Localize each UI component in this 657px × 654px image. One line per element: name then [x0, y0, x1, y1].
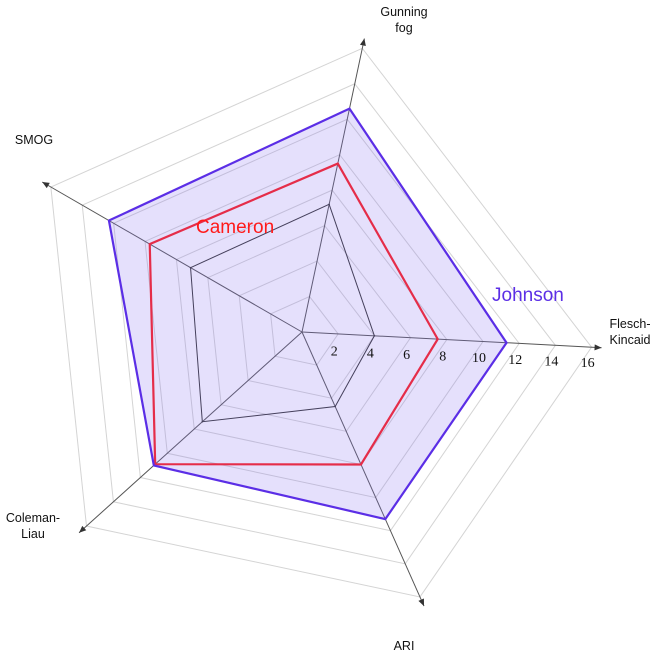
axis-arrow-1 [359, 38, 366, 47]
series-0-point-3 [201, 420, 204, 423]
axis-label-1-line-1: fog [395, 21, 412, 35]
series-polygon-1 [148, 162, 440, 466]
axes [41, 38, 602, 607]
axis-label-4: ARI [394, 639, 415, 653]
series-0-point-4 [334, 405, 336, 408]
axis-label-4-line-0: ARI [394, 639, 415, 653]
axis-label-3-line-0: Coleman- [6, 511, 60, 525]
series-2-point-0 [505, 341, 508, 344]
grid-ring-4 [238, 260, 376, 399]
axis-arrow-2 [42, 182, 50, 189]
series-2-point-2 [108, 219, 110, 222]
axis-line-1 [301, 38, 365, 333]
series-0-point-1 [328, 203, 330, 206]
tick-label-14: 14 [544, 354, 558, 369]
axis-label-0-line-0: Flesch- [610, 317, 651, 331]
grid-ring-8 [175, 189, 448, 466]
series-2-point-3 [153, 464, 155, 467]
tick-labels: 2 4 6 8 10 12 14 16 [331, 345, 595, 371]
axis-line-4 [301, 331, 425, 607]
tick-label-8: 8 [439, 350, 446, 365]
series-polygon-2 [107, 107, 508, 521]
series-2-point-4 [384, 518, 387, 520]
series-2-point-1 [348, 107, 351, 110]
axis-arrow-4 [418, 598, 425, 607]
grid-ring-14 [81, 83, 557, 565]
grid-ring-6 [207, 225, 412, 432]
tick-label-4: 4 [367, 346, 374, 361]
axis-label-3: Coleman- Liau [6, 511, 60, 541]
axis-arrow-3 [79, 525, 87, 533]
grid-ring-12 [113, 118, 520, 532]
axis-line-0 [301, 331, 602, 349]
grid [50, 47, 593, 598]
axis-label-1-line-0: Gunning [380, 5, 427, 19]
axis-label-2: SMOG [15, 133, 53, 147]
axis-label-1: Gunning fog [380, 5, 427, 35]
tick-label-12: 12 [508, 353, 522, 368]
series-label-johnson: Johnson [492, 285, 564, 306]
axis-line-2 [41, 181, 303, 333]
grid-ring-10 [144, 154, 484, 499]
axis-label-3-line-1: Liau [21, 527, 45, 541]
grid-ring-2 [270, 295, 339, 366]
axis-label-0: Flesch- Kincaid [610, 317, 651, 347]
series [107, 107, 508, 521]
tick-label-16: 16 [581, 356, 595, 371]
axis-labels: Flesch- Kincaid Gunning fog SMOG Coleman- Liau… [6, 5, 651, 653]
tick-label-10: 10 [472, 351, 486, 366]
tick-label-2: 2 [331, 345, 338, 360]
series-1-point-2 [148, 243, 151, 245]
series-polygon-0 [190, 203, 375, 423]
axis-label-2-line-0: SMOG [15, 133, 53, 147]
series-label-cameron: Cameron [196, 217, 274, 238]
series-0-point-2 [189, 266, 192, 269]
series-0-point-0 [373, 334, 376, 337]
grid-ring-16 [50, 47, 593, 598]
series-1-point-4 [360, 463, 362, 466]
axis-label-0-line-1: Kincaid [610, 333, 651, 347]
series-1-point-1 [336, 162, 339, 165]
axis-line-3 [78, 331, 303, 534]
series-1-point-0 [436, 338, 439, 340]
axis-arrow-0 [594, 344, 602, 351]
tick-label-6: 6 [403, 348, 410, 363]
